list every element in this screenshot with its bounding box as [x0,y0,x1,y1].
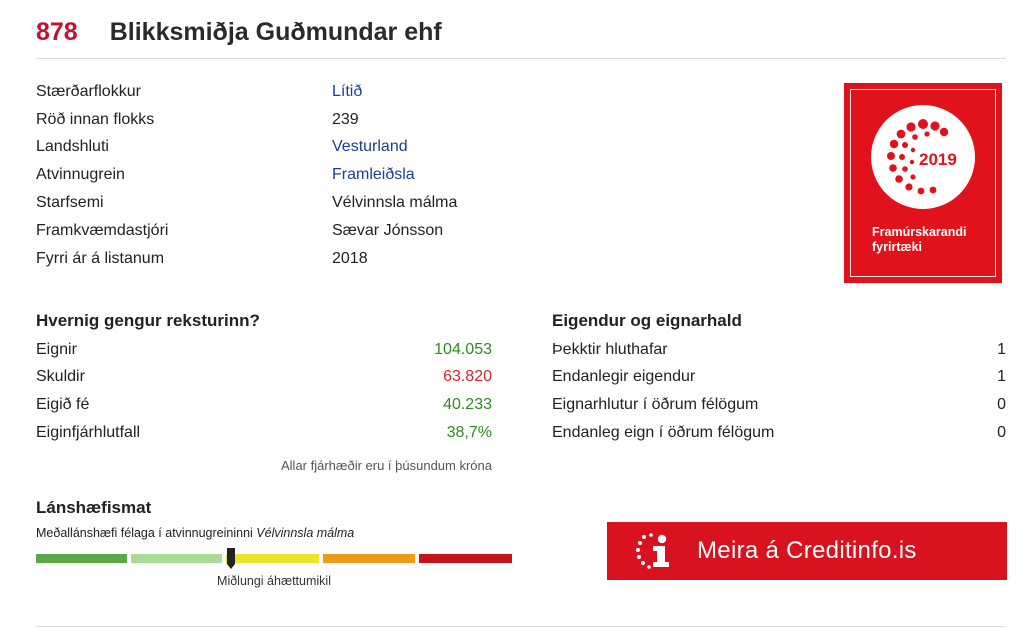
info-row-industry: Atvinnugrein Framleiðsla [36,161,596,189]
ownership-value: 0 [997,423,1006,441]
info-value: 239 [332,110,359,128]
finance-footnote: Allar fjárhæðir eru í þúsundum króna [281,458,492,473]
credit-subtitle-industry: Vélvinnsla málma [256,526,355,540]
finance-value: 40.233 [443,395,492,413]
credit-subtitle-prefix: Meðallánshæfi félaga í atvinnugreininni [36,526,253,540]
ownership-table: Þekktir hluthafar 1 Endanlegir eigendur … [552,336,1006,446]
finance-label: Eigið fé [36,395,90,413]
table-row: Endanleg eign í öðrum félögum 0 [552,419,1006,447]
finance-label: Skuldir [36,368,85,386]
finance-title: Hvernig gengur reksturinn? [36,311,260,330]
risk-scale-segment-4 [323,554,415,563]
ownership-title: Eigendur og eignarhald [552,311,742,330]
risk-marker-icon [227,548,236,569]
page-header: 878 Blikksmiðja Guðmundar ehf [36,18,442,54]
creditinfo-link-label[interactable]: Meira á Creditinfo.is [697,537,917,564]
table-row: Eigið fé 40.233 [36,391,492,419]
divider [36,58,1006,59]
divider [36,626,1006,627]
ownership-value: 1 [997,368,1006,386]
info-label: Röð innan flokks [36,110,155,128]
finance-value: 104.053 [434,340,492,358]
size-link[interactable]: Lítið [332,82,363,100]
risk-scale-segment-2 [131,554,222,563]
ownership-label: Eignarhlutur í öðrum félögum [552,395,759,413]
award-badge: 2019 Framúrskarandi fyrirtæki [844,83,1002,283]
finance-value: 63.820 [443,368,492,386]
info-value: Vélvinnsla málma [332,194,458,212]
creditinfo-link-button[interactable]: Meira á Creditinfo.is [607,522,1007,580]
info-row-activity: Starfsemi Vélvinnsla málma [36,189,596,217]
info-row-size: Stærðarflokkur Lítið [36,78,596,106]
info-label: Atvinnugrein [36,166,125,184]
info-value: 2018 [332,249,368,267]
credit-subtitle: Meðallánshæfi félaga í atvinnugreininni … [36,526,354,540]
finance-label: Eiginfjárhlutfall [36,423,141,441]
rank-number: 878 [36,18,78,46]
info-label: Landshluti [36,138,109,156]
table-row: Eignir 104.053 [36,336,492,364]
table-row: Endanlegir eigendur 1 [552,364,1006,392]
risk-scale-segment-1 [36,554,127,563]
credit-title: Lánshæfismat [36,498,152,517]
badge-emblem: 2019 [871,105,975,209]
badge-caption-line2: fyrirtæki [872,240,923,254]
risk-level-label: Miðlungi áhættumikil [217,574,331,588]
table-row: Skuldir 63.820 [36,364,492,392]
finance-label: Eignir [36,340,77,358]
info-row-region: Landshluti Vesturland [36,134,596,162]
info-row-rank: Röð innan flokks 239 [36,106,596,134]
info-label: Fyrri ár á listanum [36,249,165,267]
ownership-label: Þekktir hluthafar [552,340,668,358]
table-row: Eignarhlutur í öðrum félögum 0 [552,391,1006,419]
finance-value: 38,7% [446,423,492,441]
dots-ring-icon: 2019 [887,119,957,195]
industry-link[interactable]: Framleiðsla [332,166,415,184]
info-label: Stærðarflokkur [36,82,141,100]
info-value: Sævar Jónsson [332,221,444,239]
info-row-previous-years: Fyrri ár á listanum 2018 [36,245,596,273]
badge-caption-line1: Framúrskarandi [872,225,967,239]
finance-table: Eignir 104.053 Skuldir 63.820 Eigið fé 4… [36,336,492,446]
badge-year: 2019 [919,150,957,169]
risk-scale-segment-3 [226,554,319,563]
ownership-label: Endanleg eign í öðrum félögum [552,423,775,441]
ownership-label: Endanlegir eigendur [552,368,696,386]
company-name: Blikksmiðja Guðmundar ehf [109,18,442,46]
table-row: Þekktir hluthafar 1 [552,336,1006,364]
info-label: Framkvæmdastjóri [36,221,169,239]
risk-scale-segment-5 [419,554,512,563]
table-row: Eiginfjárhlutfall 38,7% [36,419,492,447]
creditinfo-i-icon [636,533,669,569]
ownership-value: 0 [997,395,1006,413]
badge-caption: Framúrskarandi fyrirtæki [872,225,966,255]
badge-frame [850,89,996,277]
info-row-ceo: Framkvæmdastjóri Sævar Jónsson [36,217,596,245]
region-link[interactable]: Vesturland [332,138,408,156]
company-info: Stærðarflokkur Lítið Röð innan flokks 23… [36,78,596,273]
ownership-value: 1 [997,340,1006,358]
info-label: Starfsemi [36,194,104,212]
